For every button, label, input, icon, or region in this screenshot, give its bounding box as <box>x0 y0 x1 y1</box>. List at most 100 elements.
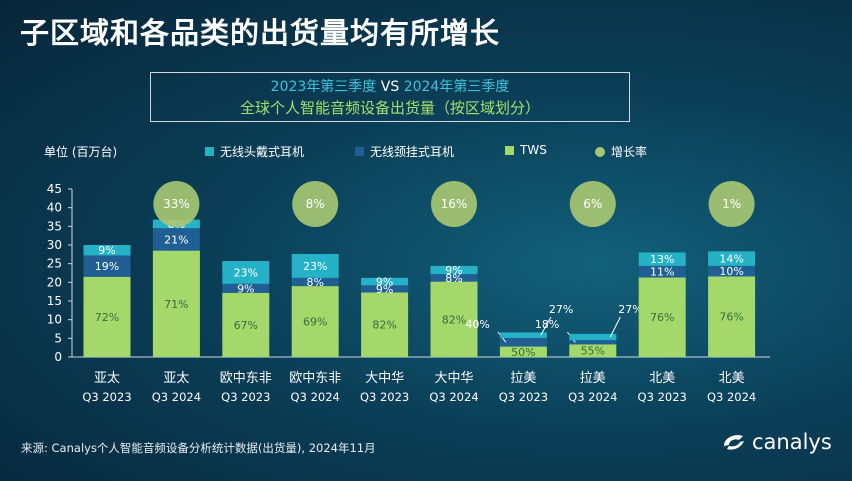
x-category-quarter: Q3 2023 <box>221 390 270 404</box>
bar-segment-label: 9% <box>237 282 254 295</box>
subtitle-year-2024: 2024年第三季度 <box>403 79 510 95</box>
x-category-quarter: Q3 2024 <box>429 390 478 404</box>
bar-segment-label: 9% <box>445 264 462 277</box>
bar-segment-neckband <box>291 277 339 287</box>
y-tick-label: 0 <box>54 350 62 364</box>
bar-segment-label: 11% <box>650 266 674 279</box>
subtitle-vs: VS <box>376 79 404 95</box>
x-category-region: 拉美 <box>510 371 536 386</box>
bar-segment-label: 40% <box>465 318 489 331</box>
bar-segment-label: 14% <box>719 253 743 266</box>
x-category-quarter: Q3 2024 <box>291 390 340 404</box>
bar-segment-label: 67% <box>234 319 258 332</box>
callout-line <box>609 316 621 338</box>
bar-segment-label: 82% <box>442 313 466 326</box>
x-category-quarter: Q3 2023 <box>638 390 687 404</box>
bar-segment-label: 18% <box>535 318 559 331</box>
y-tick-label: 5 <box>54 331 62 345</box>
callout-line <box>540 316 552 336</box>
bar-segment-neckband <box>83 255 131 277</box>
bar-segment-label: 19% <box>95 260 119 273</box>
x-category-quarter: Q3 2024 <box>568 390 617 404</box>
canalys-logo-text: canalys <box>752 430 832 454</box>
bar-segment-label: 23% <box>303 260 327 273</box>
bar-segment-tws <box>83 276 131 357</box>
subtitle-line-2: 全球个人智能音频设备出货量（按区域划分） <box>239 99 540 117</box>
growth-rate-circle <box>708 181 755 227</box>
x-category-region: 欧中东非 <box>220 371 272 386</box>
growth-rate-label: 6% <box>583 197 602 211</box>
legend-swatch-neckband <box>355 147 364 156</box>
bar-segment-over-ear <box>361 277 409 286</box>
bar-segment-over-ear <box>499 332 547 338</box>
x-category-region: 北美 <box>719 371 745 386</box>
legend-label-tws: TWS <box>520 143 547 157</box>
x-category-region: 拉美 <box>580 371 606 386</box>
legend-swatch-growth <box>595 146 605 157</box>
legend-item-neckband: 无线颈挂式耳机 <box>355 143 454 160</box>
legend-item-tws: TWS <box>505 143 547 157</box>
bar-segment-tws <box>499 346 547 357</box>
x-category-region: 亚太 <box>163 371 189 386</box>
x-category-quarter: Q3 2024 <box>152 390 201 404</box>
bar-segment-neckband <box>499 337 547 347</box>
bar-segment-label: 13% <box>650 253 674 266</box>
legend-item-growth: 增长率 <box>595 143 647 160</box>
bar-segment-neckband <box>430 274 478 282</box>
x-category-region: 亚太 <box>94 371 120 386</box>
legend-swatch-tws <box>505 145 514 155</box>
bar-segment-neckband <box>569 340 617 345</box>
bar-segment-tws <box>430 281 478 357</box>
legend-label-neckband: 无线颈挂式耳机 <box>370 145 455 159</box>
bar-segment-tws <box>708 276 756 357</box>
y-tick-label: 10 <box>47 313 62 327</box>
y-tick-label: 25 <box>47 257 62 271</box>
bar-segment-label: 9% <box>98 244 115 257</box>
bar-segment-label: 8% <box>306 276 323 289</box>
bar-segment-label: 10% <box>719 265 743 278</box>
y-tick-label: 15 <box>47 294 62 308</box>
bar-segment-over-ear <box>569 333 617 341</box>
x-category-region: 大中华 <box>365 371 404 386</box>
x-category-region: 欧中东非 <box>289 371 341 386</box>
growth-rate-label: 16% <box>441 197 468 211</box>
bar-segment-label: 8% <box>445 272 462 285</box>
bar-segment-tws <box>222 292 270 357</box>
bar-segment-label: 23% <box>234 266 258 279</box>
bar-segment-over-ear <box>708 251 756 266</box>
bar-segment-over-ear <box>291 253 339 278</box>
bar-segment-tws <box>638 277 686 357</box>
legend-swatch-over-ear <box>205 147 214 156</box>
canalys-logo: canalys <box>722 430 832 454</box>
bar-segment-label: 82% <box>372 319 396 332</box>
legend-label-over-ear: 无线头戴式耳机 <box>220 145 305 159</box>
bar-segment-label: 76% <box>719 311 743 324</box>
bar-segment-tws <box>361 292 409 357</box>
chart-subtitle-box: 2023年第三季度 VS 2024年第三季度 全球个人智能音频设备出货量（按区域… <box>150 72 630 122</box>
bar-segment-over-ear <box>222 261 270 284</box>
bar-segment-neckband <box>638 265 686 278</box>
bar-segment-label: 50% <box>511 346 535 359</box>
bar-segment-label: 55% <box>581 345 605 358</box>
growth-rate-label: 1% <box>722 197 741 211</box>
bar-segment-over-ear <box>83 245 131 256</box>
bar-segment-label: 21% <box>164 233 188 246</box>
legend-label-growth: 增长率 <box>611 145 648 159</box>
legend-item-over-ear: 无线头戴式耳机 <box>205 143 304 160</box>
subtitle-line-1: 2023年第三季度 VS 2024年第三季度 <box>151 77 629 97</box>
growth-rate-label: 33% <box>163 197 190 211</box>
unit-label: 单位 (百万台) <box>44 145 118 159</box>
growth-rate-circle <box>153 181 200 227</box>
y-tick-label: 45 <box>47 182 62 196</box>
growth-rate-circle <box>569 181 616 227</box>
bar-segment-label: 76% <box>650 311 674 324</box>
x-category-quarter: Q3 2023 <box>82 390 131 404</box>
growth-rate-circle <box>431 181 477 227</box>
bar-segment-label: 72% <box>95 311 119 324</box>
growth-rate-circle <box>292 181 339 227</box>
x-category-region: 北美 <box>649 371 675 386</box>
source-note: 来源: Canalys个人智能音频设备分析统计数据(出货量), 2024年11月 <box>21 441 376 455</box>
y-tick-label: 20 <box>47 275 62 289</box>
y-tick-label: 40 <box>47 201 62 215</box>
bar-segment-label: 27% <box>618 303 642 316</box>
